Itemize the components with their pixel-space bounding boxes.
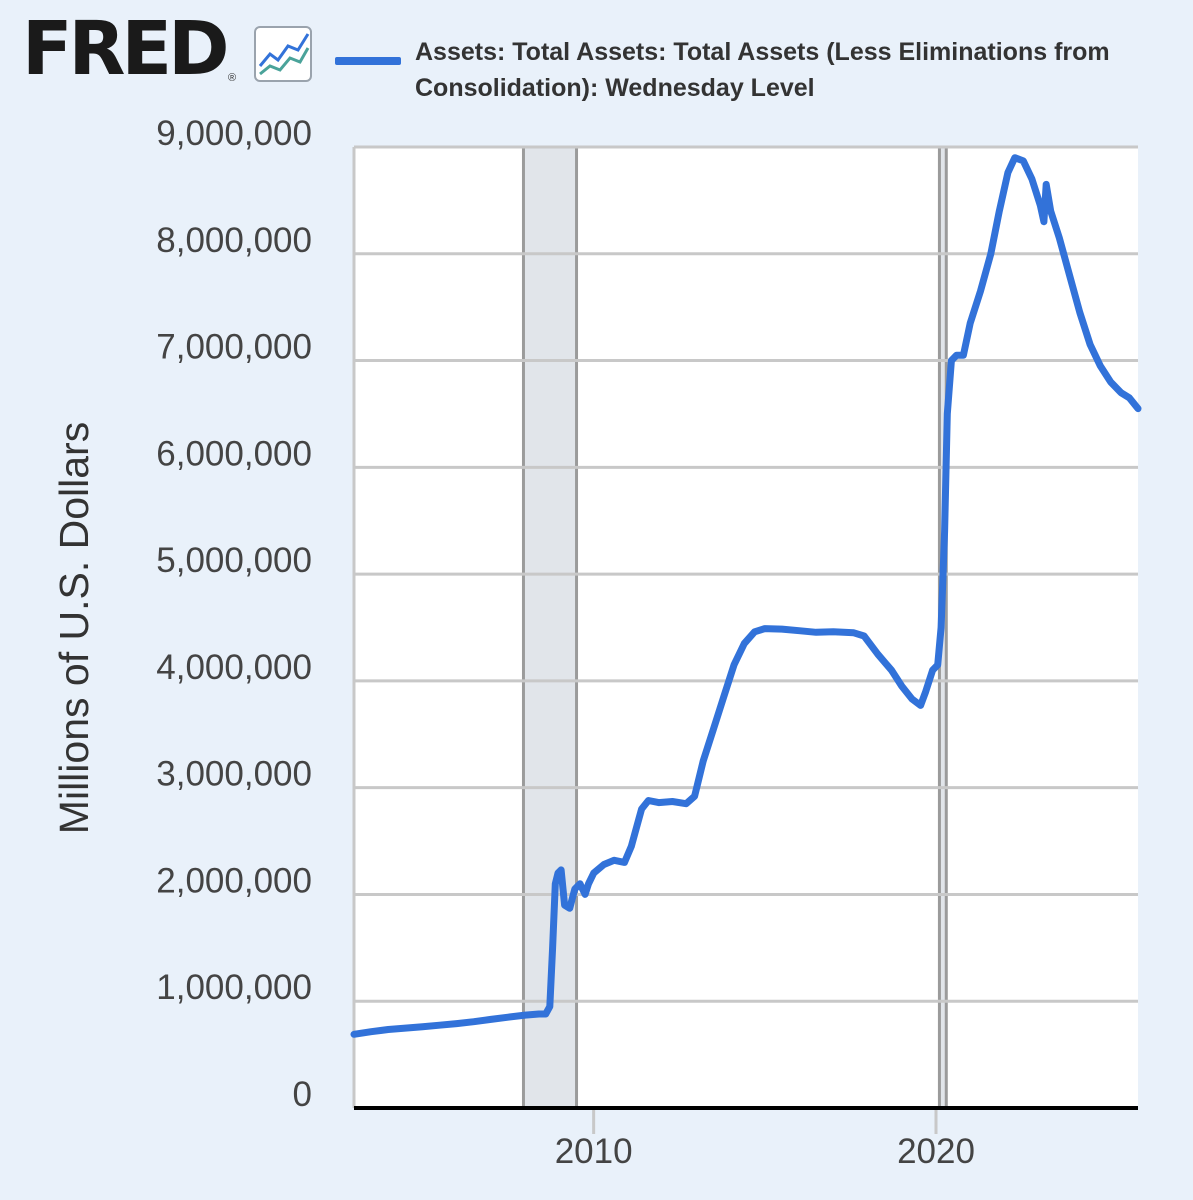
y-tick-label: 7,000,000 (156, 328, 312, 367)
y-tick-label: 1,000,000 (156, 968, 312, 1007)
gridlines (352, 145, 1138, 1108)
x-tick-label: 2020 (897, 1132, 975, 1171)
fred-logo[interactable]: FRED (22, 6, 230, 92)
legend-series-swatch (335, 57, 401, 65)
y-tick-label: 0 (293, 1075, 312, 1114)
x-axis-ticks: 2010 2020 (555, 1108, 975, 1171)
y-tick-label: 5,000,000 (156, 541, 312, 580)
y-tick-label: 9,000,000 (156, 114, 312, 153)
y-axis-ticks: 0 1,000,000 2,000,000 3,000,000 4,000,000 5,0… (156, 114, 312, 1114)
x-tick-label: 2010 (555, 1132, 633, 1171)
y-tick-label: 3,000,000 (156, 755, 312, 794)
legend-series-label: Assets: Total Assets: Total Assets (Less… (415, 38, 1110, 102)
registered-mark: ® (228, 72, 237, 84)
trend-lines-icon (254, 26, 312, 82)
y-tick-label: 2,000,000 (156, 861, 312, 900)
plot-area (354, 147, 1138, 1108)
y-tick-label: 8,000,000 (156, 221, 312, 260)
y-axis-title: Millions of U.S. Dollars (51, 422, 97, 834)
chart-header: FRED ® Assets: Total Assets: Total Asset… (0, 0, 1193, 115)
y-tick-label: 6,000,000 (156, 434, 312, 473)
series-line (350, 154, 1142, 1038)
y-tick-label: 4,000,000 (156, 648, 312, 687)
